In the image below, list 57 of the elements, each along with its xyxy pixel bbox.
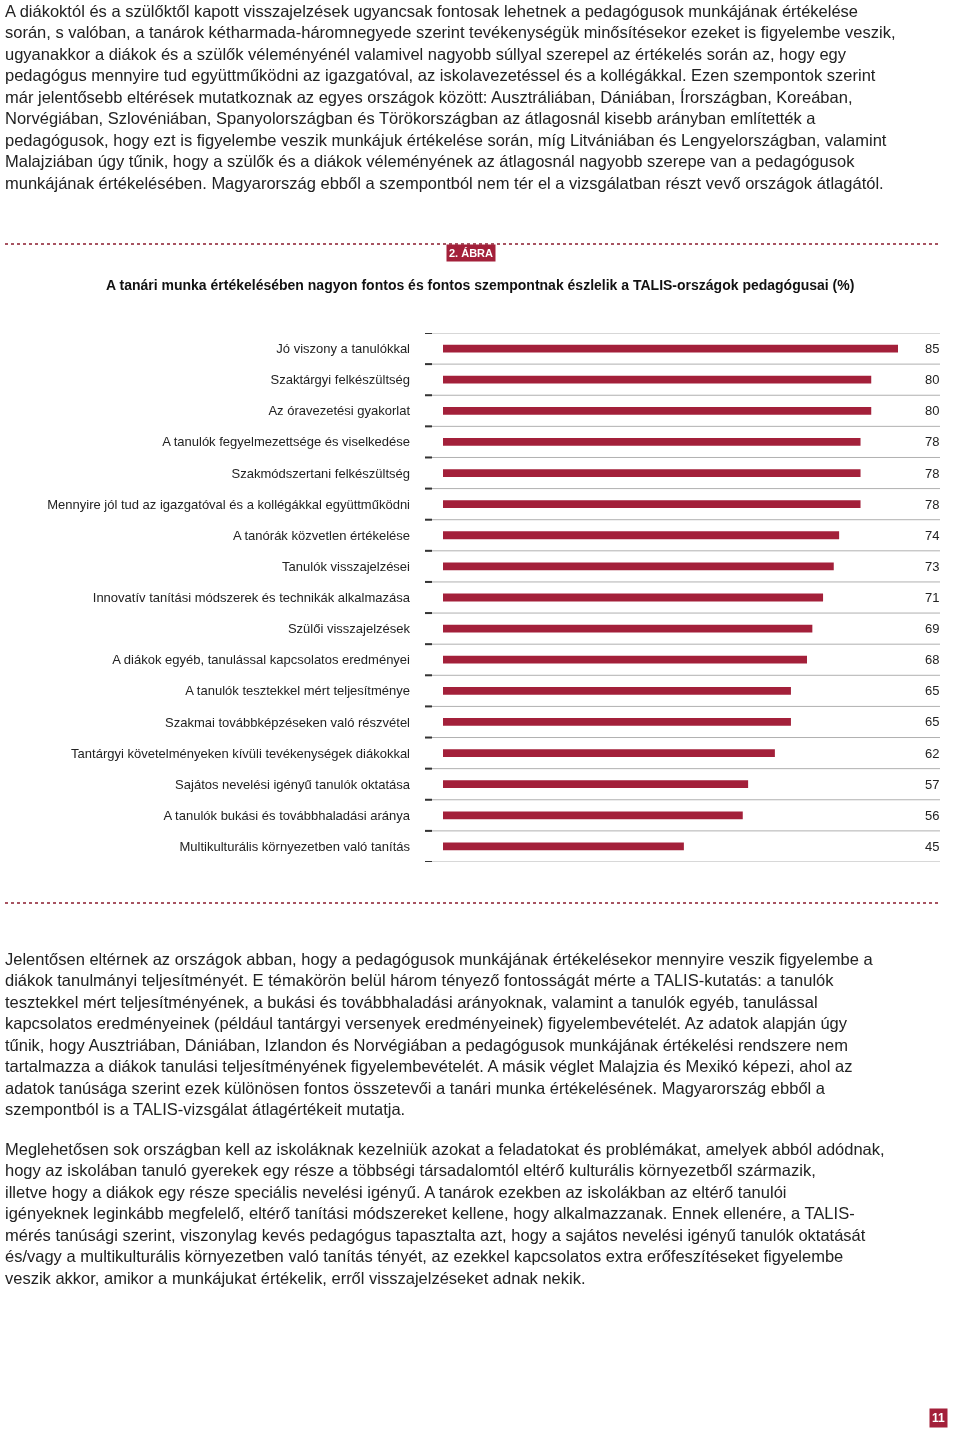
data-label: 56: [925, 808, 940, 823]
chart-title: A tanári munka értékelésében nagyon fontos és fontos szempontnak észlelik a TALIS-országok pedagógusai (%): [106, 277, 855, 293]
bar: [443, 406, 872, 415]
data-label: 78: [925, 434, 940, 449]
y-tick-label: Tantárgyi követelményeken kívüli tevékenységek diákokkal: [71, 745, 411, 761]
data-label: 62: [925, 746, 940, 761]
y-tick-label: Tanulók visszajelzései: [282, 558, 411, 574]
bar: [443, 749, 775, 757]
bar: [443, 375, 872, 384]
y-tick-label: Szakmai továbbképzéseken való részvétel: [165, 714, 411, 730]
data-label: 74: [925, 528, 940, 543]
data-label: 78: [925, 466, 940, 481]
bar: [443, 811, 743, 820]
y-tick-label: Multikulturális környezetben való tanítás: [179, 838, 411, 854]
bar: [443, 593, 824, 602]
data-label: 80: [925, 372, 940, 387]
bar: [443, 531, 840, 540]
data-label: 85: [925, 341, 940, 356]
y-tick-label: Jó viszony a tanulókkal: [276, 341, 411, 357]
y-tick-label: Innovatív tanítási módszerek és technikák alkalmazása: [92, 590, 411, 606]
bar: [443, 469, 861, 477]
data-label: 65: [925, 714, 940, 729]
bar: [443, 842, 684, 851]
bar: [443, 438, 861, 446]
bar: [443, 686, 791, 695]
y-tick-label: Az óravezetési gyakorlat: [268, 403, 411, 419]
y-tick-label: Szaktárgyi felkészültség: [270, 372, 410, 388]
bar: [443, 344, 898, 353]
y-tick-label: Sajátos nevelési igényű tanulók oktatása: [175, 776, 411, 792]
text: 11: [932, 1411, 946, 1425]
data-label: 68: [925, 652, 940, 667]
data-label: 45: [925, 839, 940, 854]
bar: [443, 562, 834, 571]
y-tick-label: A tanulók bukási és továbbhaladási aránya: [163, 807, 411, 823]
data-label: 80: [925, 403, 940, 418]
data-label: 69: [925, 621, 940, 636]
y-tick-label: Szülői visszajelzések: [287, 621, 411, 637]
y-tick-label: Mennyire jól tud az igazgatóval és a kollégákkal együttműködni: [47, 496, 411, 512]
data-label: 65: [925, 683, 940, 698]
y-tick-label: A tanulók tesztekkel mért teljesítménye: [185, 683, 410, 699]
bar: [443, 624, 813, 633]
bar: [443, 500, 861, 509]
y-tick-label: A tanulók fegyelmezettsége és viselkedése: [162, 434, 410, 450]
data-label: 78: [925, 497, 940, 512]
text: A diákoktól és a szülőktől kapott visszajelzések ugyancsak fontosak lehetnek a pedagógusok munkájának értékelése során, s valóban, a tanárok kétharmada-háromnegyede szerint tevékenységük minősítésekor ezeket is figyelembe veszik, ugyanakkor a diákok és a szülők véleményénél valamivel nagyobb súllyal szerepel az értékelés során az, hogy egy pedagógus mennyire tud együttműködni az igazgatóval, az iskolavezetéssel és a kollégákkal. Ezen szempontok szerint már jelentősebb eltérések mutatkoznak az egyes országok között: Ausztráliában, Dániában, Írországban, Koreában, Norvégiában, Szlovéniában, Spanyolországban és Törökországban az átlagosnál kisebb arányban említették a pedagógusok, hogy ezt is figyelembe veszik munkájuk értékelése során, míg Litvániában és Lengyelországban, valamint Malajziában úgy tűnik, hogy a szülők és a diákok véleményének az átlagosnál nagyobb szerepe van a pedagógusok munkájának értékelésében. Magyarország ebből a szempontból nem tér el a vizsgálatban részt vevő országok átlagától.: [5, 2, 896, 192]
text: Jelentősen eltérnek az országok abban, hogy a pedagógusok munkájának értékelésekor mennyire veszik figyelembe a diákok tanulmányi teljesítményét. E témakörön belül három tényező fontosságát mérte a TALIS-kutatás: a tanulók tesztekkel mért teljesítményének, a bukási és továbbhaladási arányoknak, valamint a tanulók egyéb, tanulással kapcsolatos eredményeinek (például tantárgyi versenyek eredményeinek) figyelembevételét. Az adatok alapján úgy tűnik, hogy Ausztriában, Dániában, Izlandon és Norvégiában a pedagógusok munkájának értékelési rendszere nem tartalmazza a diákok tanulási teljesítményének figyelembevételét. A másik véglet Malajzia és Mexikó képezi, ahol az adatok tanúsága szerint ezek különösen fontos összetevői a tanári munka értékelésének. Magyarország ebből a szempontból is a TALIS-vizsgálat átlagértékeit mutatja.: [5, 950, 874, 1119]
bar: [443, 655, 807, 664]
data-label: 73: [925, 559, 940, 574]
data-label: 71: [925, 590, 940, 605]
text: 2. ÁBRA: [449, 247, 494, 259]
bar: [443, 780, 749, 789]
y-tick-label: Szakmódszertani felkészültség: [231, 465, 410, 481]
y-tick-label: A diákok egyéb, tanulással kapcsolatos eredményei: [112, 652, 411, 668]
text: Meglehetősen sok országban kell az iskoláknak kezelniük azokat a feladatokat és problémákat, amelyek abból adódnak, hogy az iskolában tanuló gyerekek egy része a többségi társadalomtól eltérő kulturális környezetből származik, illetve hogy a diákok egy része speciális nevelési igényű. A tanárok ezekben az iskolákban az eltérő tanulói igényeknek leginkább megfelelő, eltérő tanítási módszereket kellene, hogy alkalmazzanak. Ennek ellenére, a TALIS-mérés tanúsági szerint, viszonylag kevés pedagógus tapasztalta azt, hogy a sajátos nevelési igényű tanulók oktatását és/vagy a multikulturális környezetben való tanítás tényét, az ezekkel kapcsolatos extra erőfeszítéseket figyelembe veszik akkor, amikor a munkájukat értékelik, erről visszajelzéseket adnak nekik.: [5, 1140, 885, 1287]
data-label: 57: [925, 777, 940, 792]
bar: [443, 718, 791, 726]
y-tick-label: A tanórák közvetlen értékelése: [232, 527, 410, 543]
